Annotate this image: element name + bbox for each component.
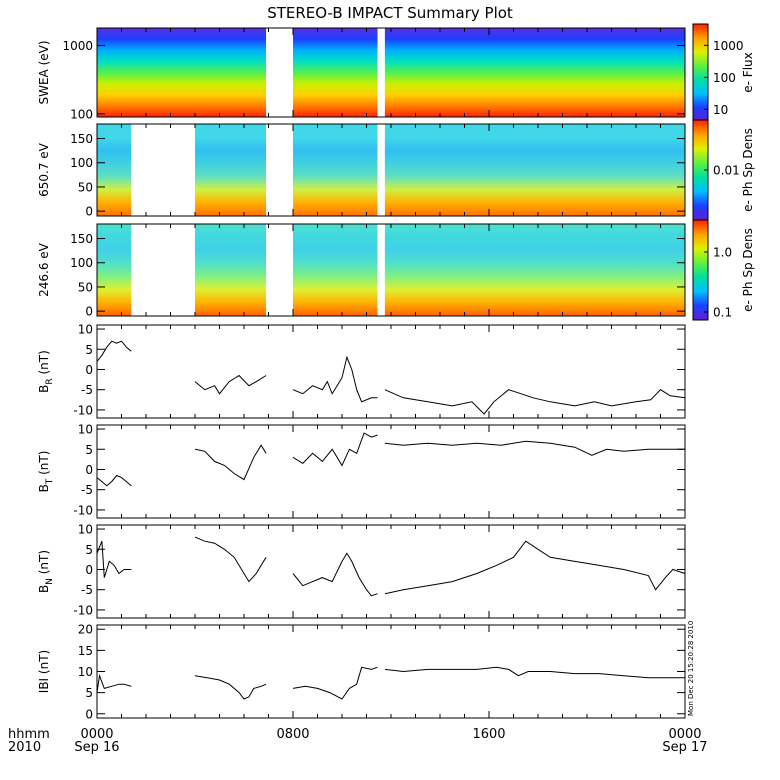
- y-tick-label: 50: [78, 180, 93, 194]
- spectrogram-1: 100 1000 SWEA (eV) 1000 100 10 e- Flux: [37, 23, 755, 122]
- y-tick-label: 5: [85, 443, 93, 457]
- y-tick-label: -10: [73, 503, 93, 517]
- field-trace: [96, 541, 132, 578]
- panel-frame: [96, 424, 686, 519]
- data-gap: [131, 124, 195, 216]
- colorbar-tick-label: 10: [713, 103, 728, 117]
- plot-title: STEREO-B IMPACT Summary Plot: [267, 4, 513, 22]
- colorbar-tick-label: 0.01: [713, 164, 740, 178]
- y-tick-label: 5: [85, 343, 93, 357]
- y-tick-label: 20: [78, 623, 93, 637]
- data-gap: [377, 224, 385, 316]
- field-panel-bt: -10 -5 0 5 10 BT (nT): [37, 423, 686, 519]
- y-axis-label: 650.7 eV: [37, 142, 51, 197]
- y-axis-label: BR (nT): [37, 350, 55, 393]
- magnetic-field-panels: -10 -5 0 5 10 BR (nT) -10 -5 0 5 10 BT (nT) -10 -5 0 5 1…: [37, 323, 686, 721]
- field-trace: [292, 355, 378, 403]
- spectrogram-image: [97, 28, 685, 117]
- y-tick-label: -5: [81, 583, 93, 597]
- field-trace: [292, 666, 378, 700]
- data-gap: [266, 124, 293, 216]
- x-axis-year: 2010: [8, 740, 41, 755]
- x-tick-date: Sep 16: [74, 740, 119, 755]
- y-tick-label: 0: [85, 563, 93, 577]
- colorbar: [692, 23, 709, 122]
- y-axis-label: BN (nT): [37, 550, 55, 593]
- y-tick-label: -10: [73, 603, 93, 617]
- y-tick-label: 100: [70, 107, 93, 121]
- y-tick-label: -5: [81, 483, 93, 497]
- data-gap: [377, 28, 385, 117]
- y-tick-label: 100: [70, 156, 93, 170]
- y-tick-label: 0: [85, 707, 93, 721]
- x-tick-date: Sep 17: [662, 740, 707, 755]
- y-tick-label: 10: [78, 423, 93, 437]
- y-axis-label: BT (nT): [37, 451, 55, 493]
- field-trace: [384, 540, 686, 595]
- y-tick-label: 15: [78, 644, 93, 658]
- x-tick-label: 1600: [472, 727, 505, 742]
- field-trace: [96, 474, 132, 487]
- colorbar-label: e- Ph Sp Dens: [741, 228, 755, 312]
- x-tick-label: 0000: [668, 727, 701, 742]
- x-tick-label: 0000: [80, 727, 113, 742]
- field-panel-br: -10 -5 0 5 10 BR (nT): [37, 323, 686, 419]
- y-tick-label: 10: [78, 665, 93, 679]
- field-trace: [384, 666, 685, 679]
- field-trace: [96, 340, 132, 362]
- y-tick-label: 1000: [62, 39, 93, 53]
- y-tick-label: 50: [78, 280, 93, 294]
- field-trace: [194, 675, 267, 700]
- field-trace: [384, 440, 685, 456]
- data-gap: [266, 224, 293, 316]
- y-tick-label: 5: [85, 543, 93, 557]
- field-trace: [194, 536, 267, 583]
- field-trace: [384, 389, 686, 415]
- colorbar: [692, 219, 709, 321]
- x-axis-label: hhmm: [8, 727, 50, 742]
- spectrogram-2: 0 50 100 150 650.7 eV 0.01 e- Ph Sp Dens: [37, 119, 755, 221]
- y-axis-label: SWEA (eV): [37, 40, 51, 104]
- y-tick-label: 0: [85, 205, 93, 219]
- data-gap: [131, 224, 195, 316]
- y-axis-label: 246.6 eV: [37, 242, 51, 297]
- colorbar-tick-label: 100: [713, 71, 736, 85]
- y-axis-label: IBI (nT): [37, 650, 51, 693]
- timestamp-label: Mon Dec 20 15:20:28 2010: [687, 621, 695, 716]
- field-panel-bn: -10 -5 0 5 10 BN (nT): [37, 523, 686, 619]
- panel-frame: [96, 524, 686, 619]
- y-tick-label: 150: [70, 132, 93, 146]
- spectrogram-3: 0 50 100 150 246.6 eV 1.0 0.1 e- Ph Sp Dens: [37, 219, 755, 321]
- y-tick-label: -5: [81, 383, 93, 397]
- colorbar-tick-label: 1.0: [713, 246, 732, 260]
- y-tick-label: 10: [78, 323, 93, 337]
- colorbar-tick-label: 0.1: [713, 306, 732, 320]
- colorbar-label: e- Flux: [741, 52, 755, 92]
- y-tick-label: 150: [70, 232, 93, 246]
- y-tick-label: 5: [85, 686, 93, 700]
- panel-frame: [96, 324, 686, 419]
- data-gap: [377, 124, 385, 216]
- field-trace: [292, 552, 378, 597]
- field-panel-b: 0 5 10 15 20 IBI (nT): [37, 623, 686, 721]
- field-trace: [194, 374, 267, 395]
- y-tick-label: 0: [85, 305, 93, 319]
- y-tick-label: 0: [85, 463, 93, 477]
- colorbar-tick-label: 1000: [713, 39, 744, 53]
- y-tick-label: 10: [78, 523, 93, 537]
- y-tick-label: 100: [70, 256, 93, 270]
- colorbar-label: e- Ph Sp Dens: [741, 128, 755, 212]
- field-trace: [96, 673, 132, 693]
- data-gap: [266, 28, 293, 117]
- x-tick-label: 0800: [276, 727, 309, 742]
- field-trace: [194, 444, 267, 481]
- y-tick-label: 0: [85, 363, 93, 377]
- field-trace: [292, 432, 378, 467]
- y-tick-label: -10: [73, 403, 93, 417]
- panel-frame: [96, 624, 686, 719]
